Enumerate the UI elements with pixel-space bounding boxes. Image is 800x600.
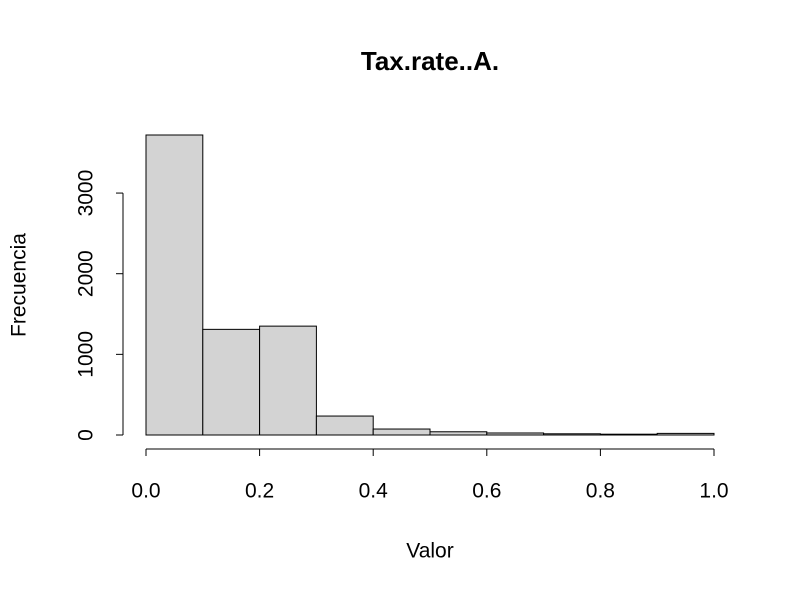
x-tick-label: 0.4 [359,480,389,503]
x-tick-label: 0.2 [245,480,274,503]
bar [372,428,431,436]
bar [259,325,317,436]
bar [543,433,601,436]
y-tick-label: 2000 [75,250,98,297]
x-tick-label: 0.8 [586,480,615,503]
bar [599,433,658,436]
y-tick-label: 1000 [75,331,98,378]
x-tick-label: 0.6 [472,480,501,503]
y-axis-label: Frecuencia [8,233,31,337]
x-axis-label: Valor [406,540,453,563]
bar [202,328,261,436]
bar [486,432,545,436]
bar [315,415,374,436]
x-tick-label: 0.0 [131,480,160,503]
bar [656,432,715,436]
chart-title: Tax.rate..A. [361,46,499,76]
x-tick-label: 1.0 [699,480,728,503]
y-tick-label: 3000 [75,170,98,217]
bar [429,431,488,436]
y-tick-label: 0 [75,429,98,441]
bar [145,134,204,436]
